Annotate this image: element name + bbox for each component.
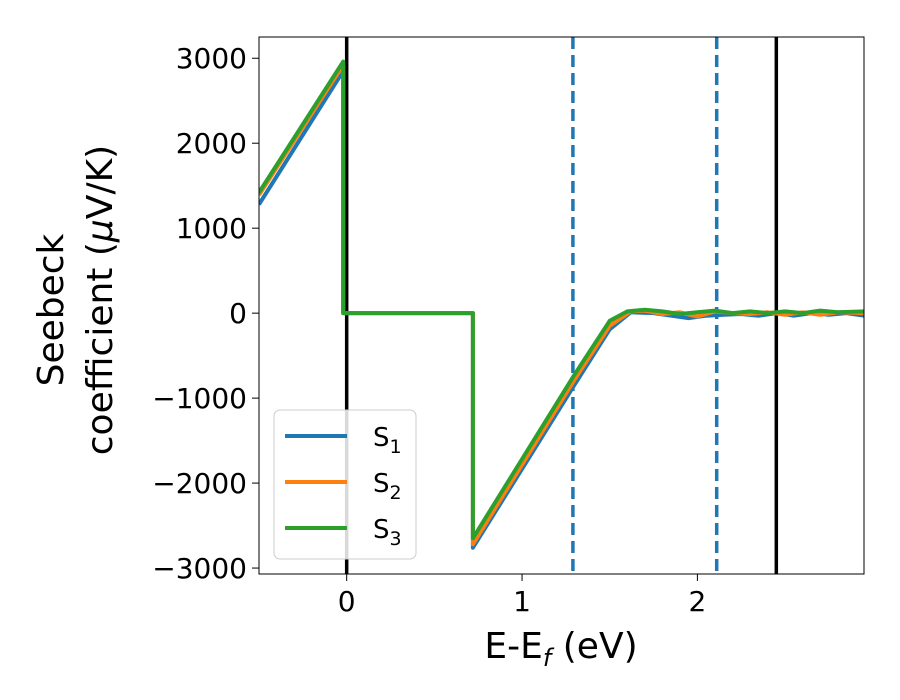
x-tick-label: 2	[688, 585, 706, 618]
y-tick-label: 2000	[176, 127, 247, 160]
legend-box	[273, 409, 417, 560]
y-tick-label: −2000	[152, 467, 247, 500]
y-axis-label-line2: coefficient (μV/K)	[80, 145, 121, 455]
x-axis: 0 1 2	[338, 574, 706, 618]
x-tick-label: 1	[513, 585, 531, 618]
x-tick-label: 0	[338, 585, 356, 618]
y-tick-label: 3000	[176, 42, 247, 75]
legend-label-1: S1	[373, 423, 402, 458]
x-axis-label: E-Ef (eV)	[484, 626, 637, 672]
series-layer	[259, 59, 864, 550]
y-tick-label: 1000	[176, 212, 247, 245]
y-tick-label: −1000	[152, 382, 247, 415]
legend-label-2: S2	[373, 469, 402, 504]
y-tick-label: 0	[229, 297, 247, 330]
legend: S1 S2 S3	[273, 409, 417, 560]
y-axis: −3000 −2000 −1000 0 1000 2000 3000	[152, 42, 259, 585]
plot-frame	[258, 36, 865, 575]
y-axis-label-line1: Seebeck	[31, 233, 72, 386]
legend-label-3: S3	[373, 515, 402, 550]
y-tick-label: −3000	[152, 552, 247, 585]
series-line-3	[259, 59, 864, 541]
